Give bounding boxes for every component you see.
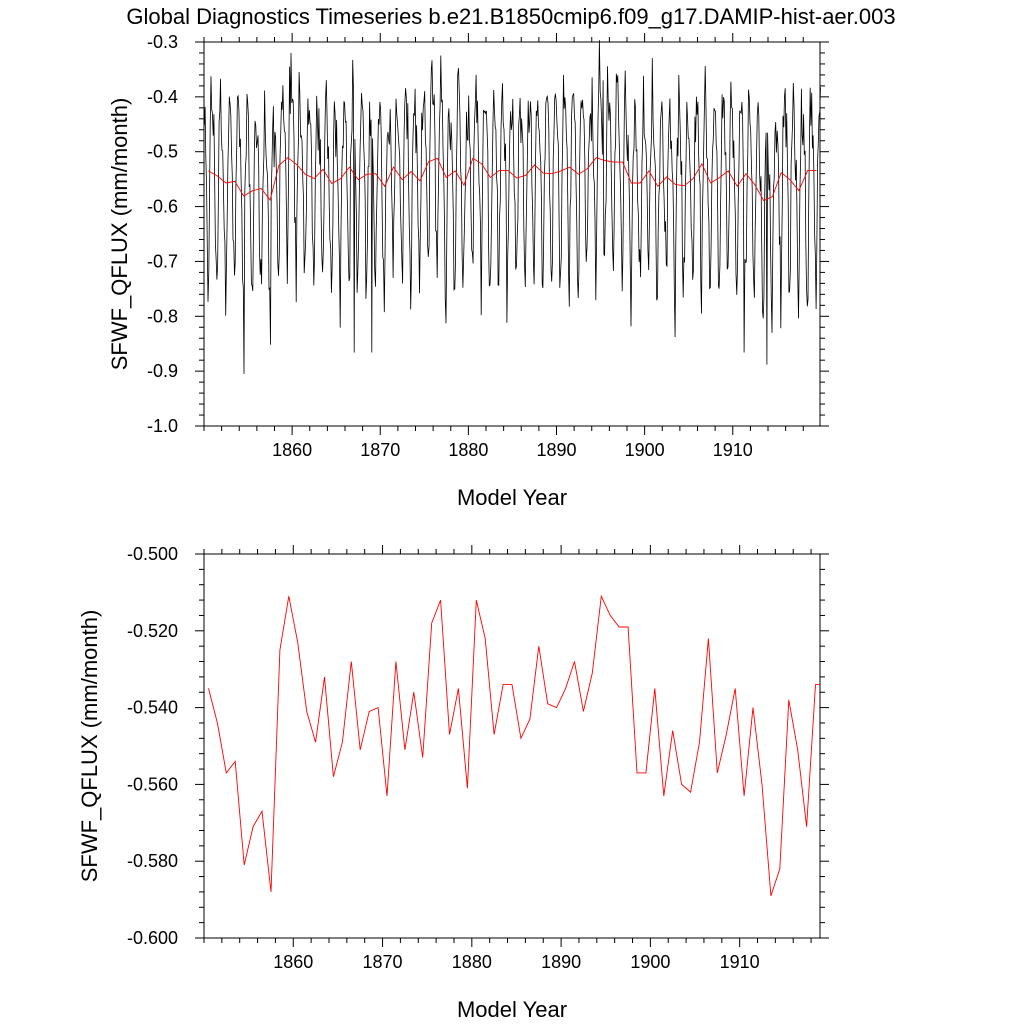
y-tick-label: -0.4 <box>147 87 178 107</box>
y-tick-label: -0.3 <box>147 32 178 52</box>
x-tick-label: 1860 <box>273 952 313 972</box>
x-tick-label: 1860 <box>272 440 312 460</box>
bottom-y-axis-title: SFWF_QFLUX (mm/month) <box>77 610 102 883</box>
y-tick-label: -0.580 <box>127 851 178 871</box>
x-tick-label: 1910 <box>720 952 760 972</box>
bottom-axis-ticks <box>195 545 829 947</box>
y-tick-label: -0.560 <box>127 774 178 794</box>
bottom-plot-frame <box>203 553 821 939</box>
y-tick-label: -0.600 <box>127 928 178 948</box>
y-tick-label: -0.8 <box>147 306 178 326</box>
x-tick-label: 1870 <box>363 952 403 972</box>
y-tick-label: -0.540 <box>127 698 178 718</box>
y-tick-label: -0.7 <box>147 251 178 271</box>
x-tick-label: 1900 <box>625 440 665 460</box>
top-series <box>204 40 821 374</box>
top-x-tick-labels: 1860 1870 1880 1890 1900 1910 <box>272 440 753 460</box>
bottom-series <box>208 594 820 896</box>
x-tick-label: 1880 <box>448 440 488 460</box>
x-tick-label: 1870 <box>360 440 400 460</box>
bottom-x-tick-labels: 1860 1870 1880 1890 1900 1910 <box>273 952 759 972</box>
top-axis-ticks <box>195 33 829 435</box>
bottom-panel: -0.600 -0.580 -0.560 -0.540 -0.520 -0.500 186… <box>77 544 829 1022</box>
annual-series-line <box>208 157 817 202</box>
x-tick-label: 1890 <box>541 952 581 972</box>
y-tick-label: -1.0 <box>147 416 178 436</box>
y-tick-label: -0.5 <box>147 142 178 162</box>
bottom-y-tick-labels: -0.600 -0.580 -0.560 -0.540 -0.520 -0.500 <box>127 544 178 948</box>
x-tick-label: 1880 <box>452 952 492 972</box>
bottom-x-axis-title: Model Year <box>457 997 567 1022</box>
x-tick-label: 1910 <box>713 440 753 460</box>
annual-series-line-zoomed <box>208 594 820 896</box>
figure-title: Global Diagnostics Timeseries b.e21.B185… <box>126 4 895 29</box>
top-panel: -1.0 -0.9 -0.8 -0.7 -0.6 -0.5 -0.4 -0.3 1860 187… <box>107 32 829 510</box>
top-plot-frame <box>203 41 821 427</box>
monthly-series-line <box>204 40 821 374</box>
y-tick-label: -0.500 <box>127 544 178 564</box>
top-y-tick-labels: -1.0 -0.9 -0.8 -0.7 -0.6 -0.5 -0.4 -0.3 <box>147 32 178 436</box>
y-tick-label: -0.520 <box>127 621 178 641</box>
top-x-axis-title: Model Year <box>457 485 567 510</box>
x-tick-label: 1890 <box>536 440 576 460</box>
y-tick-label: -0.6 <box>147 197 178 217</box>
top-y-axis-title: SFWF_QFLUX (mm/month) <box>107 98 132 371</box>
y-tick-label: -0.9 <box>147 361 178 381</box>
x-tick-label: 1900 <box>630 952 670 972</box>
